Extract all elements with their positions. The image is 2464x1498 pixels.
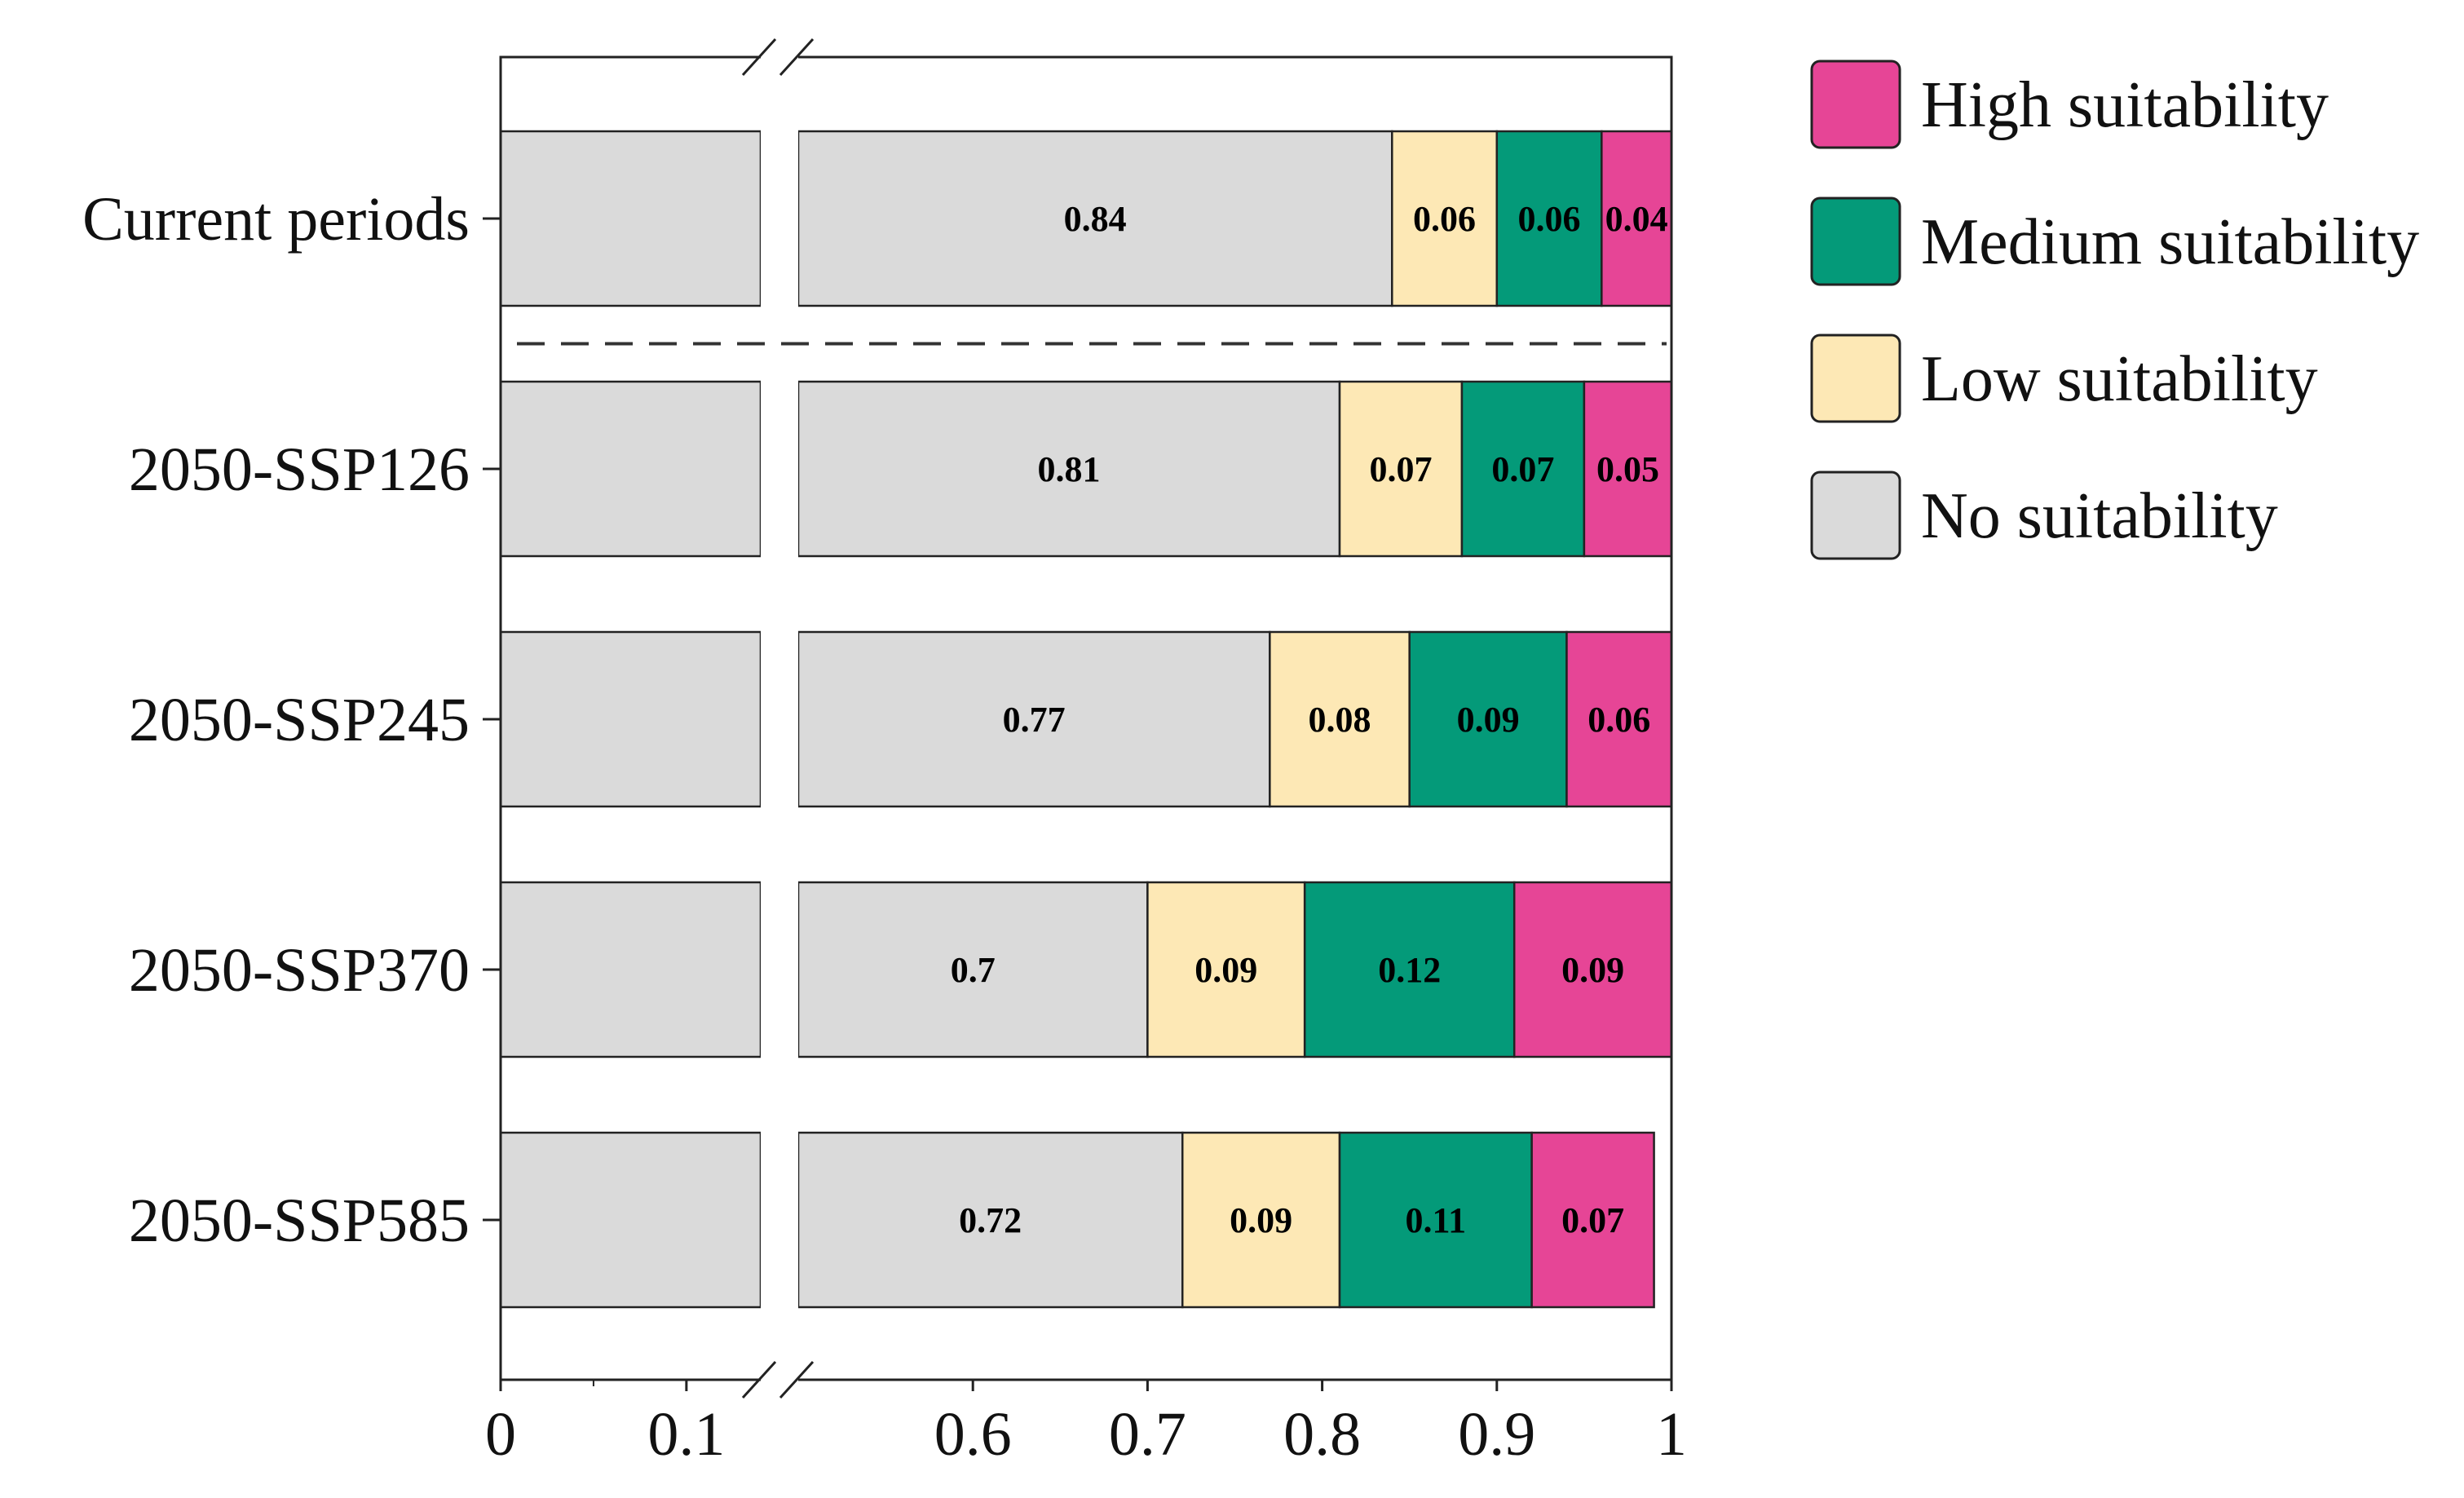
x-tick-label: 0	[485, 1400, 516, 1469]
x-tick-label: 1	[1656, 1400, 1687, 1469]
category-label-2050-ssp585: 2050-SSP585	[129, 1186, 470, 1255]
bar-no-suitability-2050-ssp126[interactable]	[499, 380, 762, 558]
bar-no-suitability-2050-ssp370[interactable]	[499, 881, 762, 1058]
value-label-medium-suitability-current-periods: 0.06	[1518, 199, 1581, 239]
value-label-no-suitability-2050-ssp245: 0.77	[1003, 700, 1066, 740]
value-label-low-suitability-2050-ssp585: 0.09	[1230, 1200, 1292, 1240]
bar-no-suitability-2050-ssp370[interactable]	[797, 881, 1149, 1058]
axis-break-gap	[761, 55, 798, 1381]
bar-no-suitability-2050-ssp126[interactable]	[797, 380, 1341, 558]
value-label-no-suitability-2050-ssp370: 0.7	[951, 950, 996, 990]
value-label-high-suitability-2050-ssp585: 0.07	[1561, 1200, 1624, 1240]
value-label-high-suitability-2050-ssp370: 0.09	[1561, 950, 1624, 990]
bar-low-suitability-2050-ssp126[interactable]	[1338, 380, 1464, 558]
axis-break-mark	[741, 38, 777, 77]
bar-no-suitability-2050-ssp585[interactable]	[499, 1131, 762, 1309]
value-label-high-suitability-2050-ssp245: 0.06	[1587, 700, 1650, 740]
legend-swatch-medium-suitability[interactable]	[1810, 197, 1901, 286]
value-label-no-suitability-2050-ssp126: 0.81	[1038, 449, 1101, 489]
bar-low-suitability-2050-ssp370[interactable]	[1146, 881, 1306, 1058]
x-tick-label: 0.6	[934, 1400, 1012, 1469]
value-label-medium-suitability-2050-ssp370: 0.12	[1378, 950, 1441, 990]
x-tick-label: 0.9	[1458, 1400, 1535, 1469]
value-label-medium-suitability-2050-ssp585: 0.11	[1406, 1200, 1467, 1240]
legend-swatch-no-suitability[interactable]	[1810, 471, 1901, 560]
x-tick-label: 0.8	[1283, 1400, 1361, 1469]
value-label-low-suitability-2050-ssp370: 0.09	[1194, 950, 1257, 990]
bar-no-suitability-2050-ssp585[interactable]	[797, 1131, 1184, 1309]
bar-high-suitability-2050-ssp370[interactable]	[1512, 881, 1673, 1058]
bar-low-suitability-2050-ssp245[interactable]	[1269, 630, 1411, 808]
bar-low-suitability-current-periods[interactable]	[1391, 130, 1499, 307]
category-label-2050-ssp126: 2050-SSP126	[129, 435, 470, 504]
bar-low-suitability-2050-ssp585[interactable]	[1181, 1131, 1341, 1309]
legend-label-medium-suitability: Medium suitability	[1921, 206, 2419, 278]
x-tick-label: 0.1	[647, 1400, 725, 1469]
bar-high-suitability-2050-ssp245[interactable]	[1565, 630, 1673, 808]
axis-break-mark	[779, 1360, 815, 1399]
value-label-high-suitability-current-periods: 0.04	[1605, 199, 1668, 239]
bar-medium-suitability-2050-ssp126[interactable]	[1460, 380, 1586, 558]
value-label-no-suitability-2050-ssp585: 0.72	[959, 1200, 1022, 1240]
legend-label-high-suitability: High suitability	[1921, 69, 2329, 141]
value-label-low-suitability-current-periods: 0.06	[1413, 199, 1476, 239]
value-label-medium-suitability-2050-ssp126: 0.07	[1491, 449, 1554, 489]
value-label-low-suitability-2050-ssp245: 0.08	[1309, 700, 1371, 740]
legend-label-no-suitability: No suitability	[1921, 480, 2278, 552]
legend-swatch-low-suitability[interactable]	[1810, 334, 1901, 423]
bar-high-suitability-2050-ssp126[interactable]	[1583, 380, 1673, 558]
bar-no-suitability-current-periods[interactable]	[797, 130, 1393, 307]
bar-high-suitability-2050-ssp585[interactable]	[1530, 1131, 1655, 1309]
category-label-2050-ssp245: 2050-SSP245	[129, 686, 470, 754]
category-label-2050-ssp370: 2050-SSP370	[129, 936, 470, 1005]
category-label-current-periods: Current periods	[82, 185, 470, 254]
value-label-medium-suitability-2050-ssp245: 0.09	[1457, 700, 1520, 740]
x-tick-label: 0.7	[1109, 1400, 1186, 1469]
bar-medium-suitability-2050-ssp585[interactable]	[1338, 1131, 1533, 1309]
bar-no-suitability-2050-ssp245[interactable]	[499, 630, 762, 808]
value-label-no-suitability-current-periods: 0.84	[1064, 199, 1127, 239]
legend-label-low-suitability: Low suitability	[1921, 343, 2318, 415]
bar-no-suitability-current-periods[interactable]	[499, 130, 762, 307]
bar-medium-suitability-2050-ssp370[interactable]	[1303, 881, 1516, 1058]
value-label-low-suitability-2050-ssp126: 0.07	[1369, 449, 1432, 489]
bar-medium-suitability-current-periods[interactable]	[1495, 130, 1603, 307]
axis-break-mark	[741, 1360, 777, 1399]
axis-break-mark	[779, 38, 815, 77]
legend-swatch-high-suitability[interactable]	[1810, 60, 1901, 149]
value-label-high-suitability-2050-ssp126: 0.05	[1596, 449, 1659, 489]
